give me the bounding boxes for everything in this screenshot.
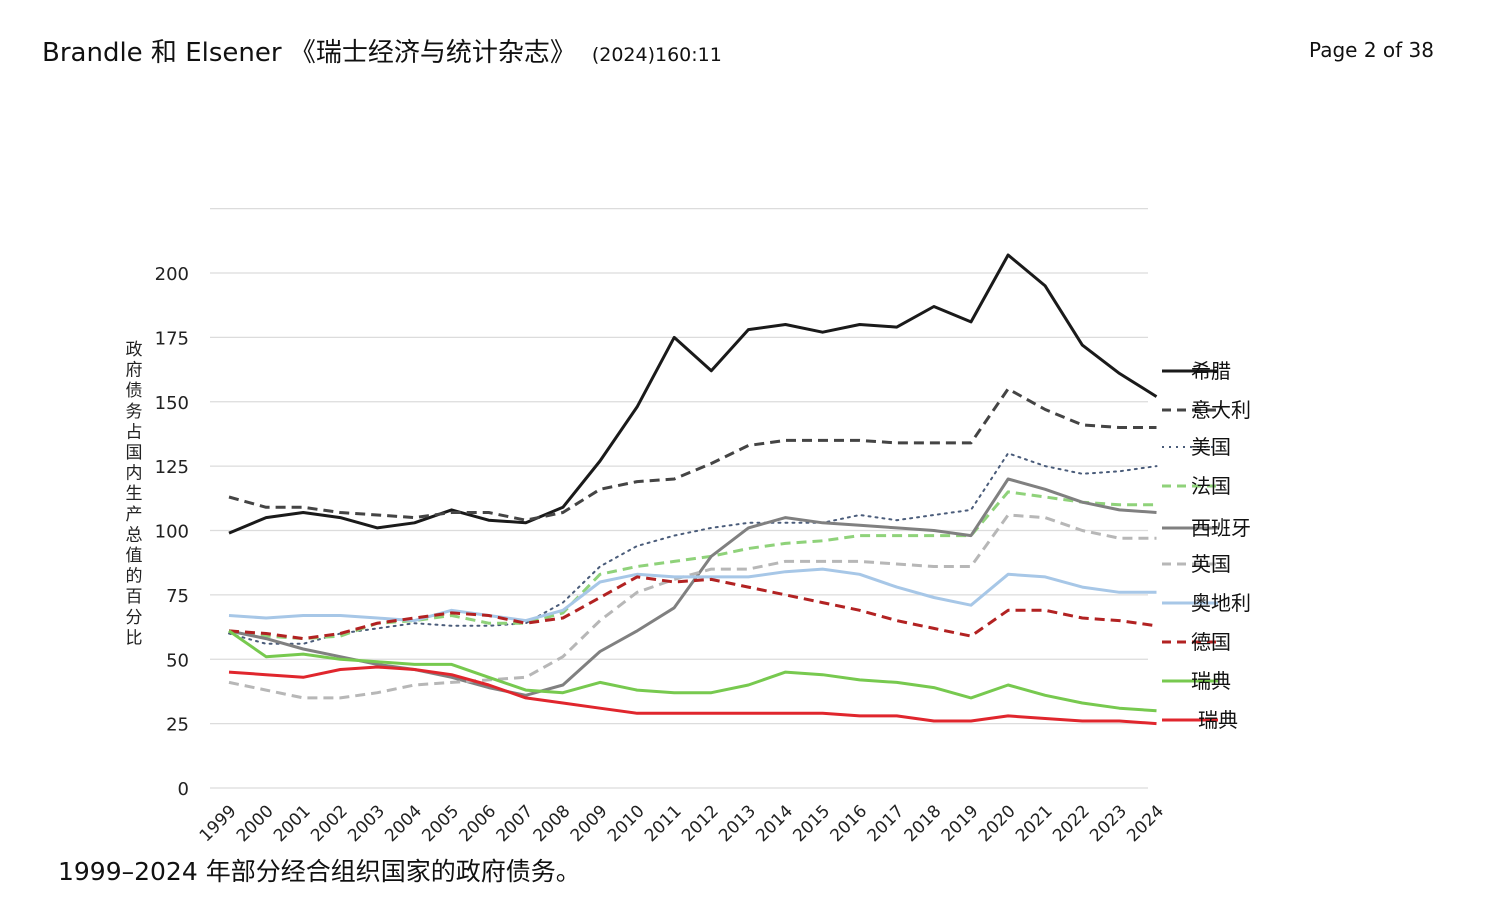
- legend-label: 德国: [1191, 630, 1231, 654]
- x-tick-label: 2023: [1086, 801, 1131, 846]
- x-tick-label: 2013: [715, 801, 760, 846]
- series-line-3: [228, 490, 1157, 641]
- x-tick-label: 2001: [270, 801, 315, 846]
- y-tick-label: 75: [166, 586, 189, 607]
- x-tick-label: 1999: [196, 801, 241, 846]
- x-tick-label: 2024: [1123, 801, 1168, 846]
- legend-label: 美国: [1191, 435, 1231, 459]
- x-tick-label: 2007: [493, 801, 538, 846]
- y-tick-label: 175: [155, 328, 189, 349]
- x-tick-label: 2008: [530, 801, 575, 846]
- legend-label: 法国: [1191, 474, 1231, 498]
- page-indicator: Page 2 of 38: [1309, 38, 1434, 62]
- x-tick-label: 2014: [752, 801, 797, 846]
- x-tick-label: 2018: [901, 801, 946, 846]
- x-tick-label: 2000: [233, 801, 278, 846]
- legend-label: 瑞典: [1198, 708, 1238, 732]
- legend-label: 西班牙: [1191, 516, 1251, 540]
- y-tick-label: 25: [166, 715, 189, 736]
- y-tick-label: 125: [155, 457, 189, 478]
- series-line-0: [228, 253, 1158, 535]
- x-tick-label: 2022: [1049, 801, 1094, 846]
- x-tick-label: 2019: [938, 801, 983, 846]
- x-tick-label: 2011: [641, 801, 686, 846]
- volume-text: (2024)160:11: [591, 44, 722, 66]
- series-line-8: [228, 629, 1157, 713]
- series-line-6: [228, 567, 1157, 623]
- y-tick-label: 50: [166, 650, 189, 671]
- series-line-7: [228, 575, 1157, 641]
- x-tick-label: 2012: [678, 801, 723, 846]
- legend-label: 瑞典: [1191, 669, 1231, 693]
- figure-caption: 1999–2024 年部分经合组织国家的政府债务。: [58, 857, 581, 886]
- citation-text: Brandle 和 Elsener 《瑞士经济与统计杂志》: [42, 38, 576, 68]
- y-axis-label: 政府债务占国内生产总值的百分比: [126, 340, 143, 648]
- y-tick-label: 200: [155, 264, 189, 285]
- y-tick-label: 150: [155, 393, 189, 414]
- x-tick-label: 2003: [344, 801, 389, 846]
- legend-label: 奥地利: [1191, 591, 1251, 615]
- y-tick-label: 0: [178, 779, 189, 800]
- header-citation: Brandle 和 Elsener 《瑞士经济与统计杂志》 (2024)160:1…: [42, 32, 722, 69]
- x-tick-label: 2004: [381, 801, 426, 846]
- y-tick-label: 100: [155, 522, 189, 543]
- x-tick-label: 2017: [864, 801, 909, 846]
- legend-label: 意大利: [1191, 398, 1251, 422]
- x-tick-label: 2016: [827, 801, 872, 846]
- x-tick-label: 2002: [307, 801, 352, 846]
- x-tick-label: 2010: [604, 801, 649, 846]
- x-tick-label: 2009: [567, 801, 612, 846]
- x-tick-label: 2020: [975, 801, 1020, 846]
- series-line-9: [228, 665, 1157, 726]
- series-line-4: [228, 477, 1157, 697]
- x-tick-label: 2021: [1012, 801, 1057, 846]
- legend-label: 希腊: [1191, 359, 1231, 383]
- x-tick-label: 2006: [456, 801, 501, 846]
- x-tick-label: 2015: [789, 801, 834, 846]
- legend-label: 英国: [1191, 552, 1231, 576]
- series-line-1: [228, 387, 1157, 522]
- series-line-5: [228, 513, 1157, 700]
- x-tick-label: 2005: [418, 801, 463, 846]
